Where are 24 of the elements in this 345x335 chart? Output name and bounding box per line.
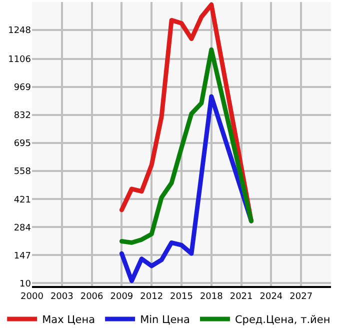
x-tick-label: 2003	[50, 292, 74, 302]
y-tick-label: 1106	[8, 55, 32, 66]
y-tick-label: 284	[14, 223, 32, 234]
legend-label: Min Цена	[140, 314, 190, 326]
legend-label: Max Цена	[42, 314, 96, 326]
legend-label: Сред.Цена, т.йен	[234, 314, 330, 326]
y-tick-label: 832	[14, 111, 31, 122]
y-tick-label: 10	[20, 279, 32, 290]
y-tick-label: 1248	[8, 26, 32, 36]
x-tick-label: 2012	[140, 292, 164, 302]
x-tick-label: 2000	[20, 292, 44, 302]
y-tick-label: 558	[14, 167, 32, 178]
y-tick-label: 147	[14, 251, 31, 262]
x-tick-label: 2009	[110, 292, 134, 302]
x-tick-label: 2027	[290, 292, 313, 302]
x-tick-label: 2015	[170, 292, 193, 302]
x-tick-label: 2018	[200, 292, 224, 302]
y-tick-label: 695	[14, 139, 31, 150]
x-tick-label: 2021	[230, 292, 253, 302]
x-tick-label: 2006	[80, 292, 104, 302]
y-tick-label: 421	[14, 195, 31, 206]
x-tick-label: 2024	[260, 292, 283, 302]
y-tick-label: 969	[14, 83, 32, 94]
line-series	[119, 47, 254, 245]
